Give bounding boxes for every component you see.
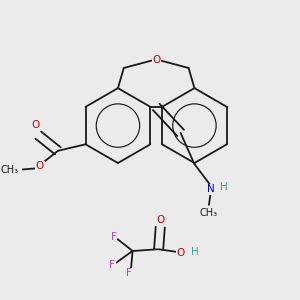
Text: H: H xyxy=(220,182,228,192)
Text: CH₃: CH₃ xyxy=(0,165,18,175)
Text: F: F xyxy=(111,232,117,242)
Text: F: F xyxy=(126,268,132,278)
Text: H: H xyxy=(190,247,198,257)
Text: CH₃: CH₃ xyxy=(200,208,218,218)
Text: O: O xyxy=(152,56,160,65)
Text: O: O xyxy=(177,248,185,258)
Text: N: N xyxy=(207,184,214,194)
Text: F: F xyxy=(110,260,115,270)
Text: O: O xyxy=(156,215,164,225)
Text: O: O xyxy=(36,161,44,171)
Text: O: O xyxy=(32,120,40,130)
